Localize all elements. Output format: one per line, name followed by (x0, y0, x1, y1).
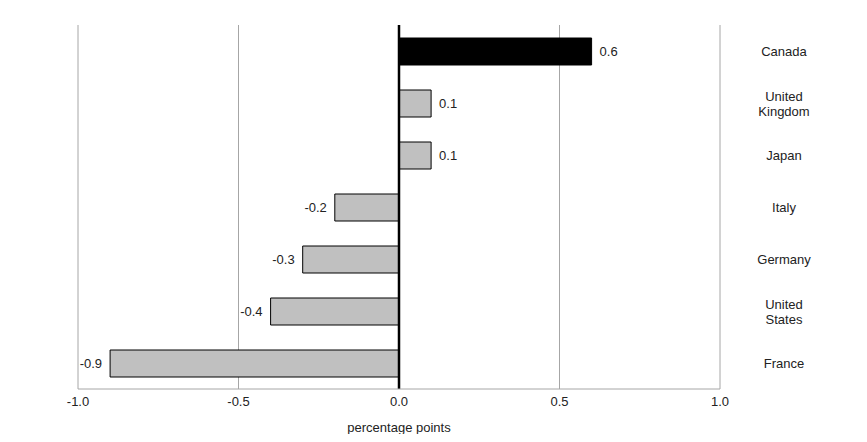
svg-text:France: France (764, 356, 804, 371)
svg-text:0.6: 0.6 (600, 44, 618, 59)
svg-text:0.1: 0.1 (439, 148, 457, 163)
svg-text:Canada: Canada (761, 44, 807, 59)
svg-text:-0.3: -0.3 (272, 252, 294, 267)
svg-text:0.0: 0.0 (390, 394, 408, 409)
svg-text:UnitedKingdom: UnitedKingdom (758, 88, 809, 118)
svg-text:-0.5: -0.5 (227, 394, 249, 409)
svg-text:percentage points: percentage points (347, 420, 451, 434)
svg-text:0.5: 0.5 (550, 394, 568, 409)
svg-text:-1.0: -1.0 (67, 394, 89, 409)
svg-text:Italy: Italy (772, 200, 796, 215)
svg-text:1.0: 1.0 (711, 394, 729, 409)
svg-text:UnitedStates: UnitedStates (765, 296, 803, 326)
svg-text:-0.2: -0.2 (304, 200, 326, 215)
svg-text:Japan: Japan (766, 148, 801, 163)
svg-text:0.1: 0.1 (439, 96, 457, 111)
svg-text:-0.9: -0.9 (80, 356, 102, 371)
svg-text:Germany: Germany (757, 252, 811, 267)
svg-text:-0.4: -0.4 (240, 304, 262, 319)
